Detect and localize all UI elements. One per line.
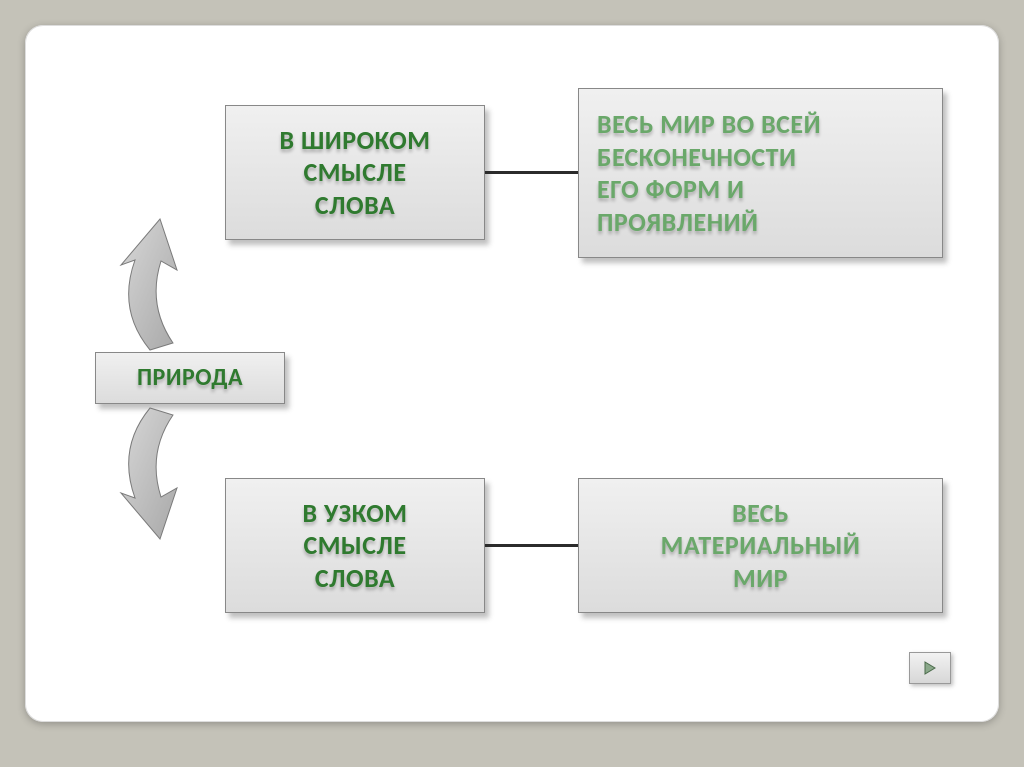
node-root: ПРИРОДА xyxy=(95,352,285,404)
play-icon xyxy=(922,660,938,676)
node-narrow-def: ВЕСЬ МАТЕРИАЛЬНЫЙ МИР xyxy=(578,478,943,613)
arrow-root-to-narrow xyxy=(105,403,225,543)
node-root-label: ПРИРОДА xyxy=(137,363,243,393)
node-wide: В ШИРОКОМ СМЫСЛЕ СЛОВА xyxy=(225,105,485,240)
arrow-root-to-wide xyxy=(105,215,225,355)
node-wide-def: ВЕСЬ МИР ВО ВСЕЙ БЕСКОНЕЧНОСТИ ЕГО ФОРМ … xyxy=(578,88,943,258)
node-wide-def-label: ВЕСЬ МИР ВО ВСЕЙ БЕСКОНЕЧНОСТИ ЕГО ФОРМ … xyxy=(597,108,821,238)
node-narrow: В УЗКОМ СМЫСЛЕ СЛОВА xyxy=(225,478,485,613)
node-narrow-def-label: ВЕСЬ МАТЕРИАЛЬНЫЙ МИР xyxy=(661,497,861,595)
node-wide-label: В ШИРОКОМ СМЫСЛЕ СЛОВА xyxy=(280,124,431,222)
node-narrow-label: В УЗКОМ СМЫСЛЕ СЛОВА xyxy=(303,497,408,595)
edge-narrow-to-def xyxy=(485,544,578,547)
edge-wide-to-def xyxy=(485,171,578,174)
next-slide-button[interactable] xyxy=(909,652,951,684)
slide-frame: ПРИРОДА В ШИРОКОМ СМЫСЛЕ СЛОВА ВЕСЬ МИР … xyxy=(25,25,999,722)
